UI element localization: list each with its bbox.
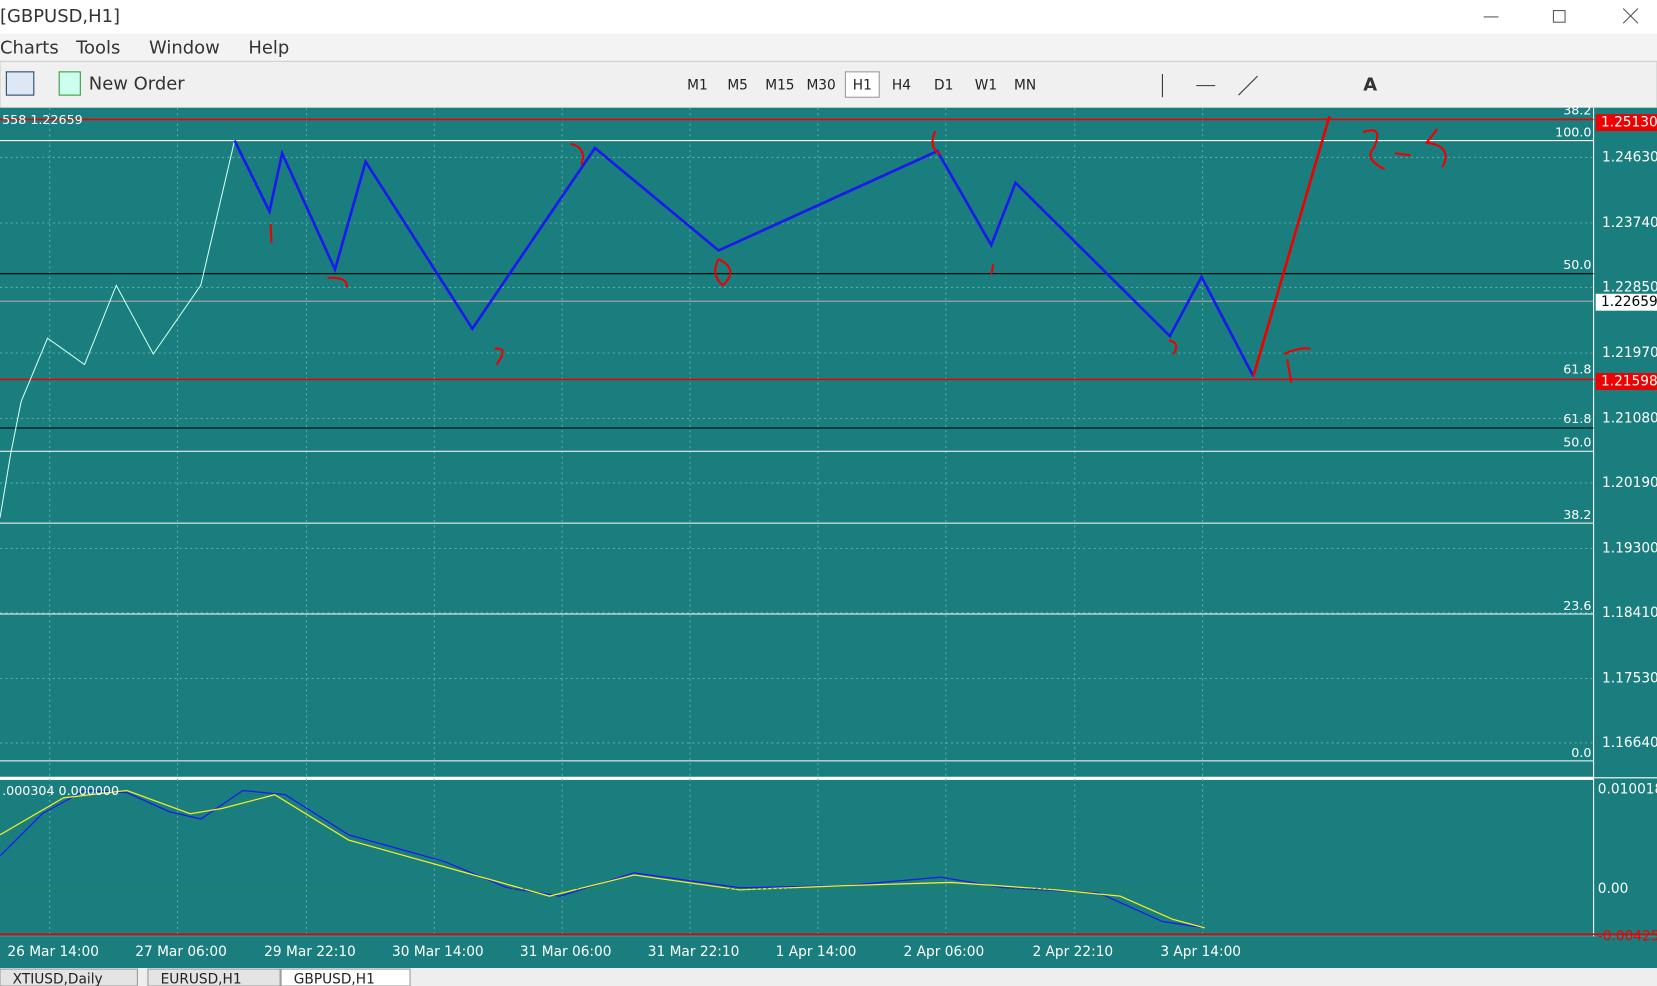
indicator-info: .000304 0.000000 bbox=[2, 783, 119, 798]
timeframe-button[interactable]: M15 bbox=[765, 78, 794, 94]
price-label: 1.20190 bbox=[1602, 475, 1657, 491]
price-marker bbox=[1595, 114, 1657, 132]
fib-level-label: 100.0 bbox=[1555, 125, 1591, 140]
date-label: 30 Mar 14:00 bbox=[392, 944, 484, 960]
indicator-label: 0.00 bbox=[1598, 881, 1629, 897]
timeframe-button[interactable]: W1 bbox=[975, 78, 997, 94]
price-axis bbox=[1593, 107, 1657, 937]
timeframe-button[interactable]: M30 bbox=[806, 78, 835, 94]
chart-tab[interactable] bbox=[0, 968, 138, 986]
price-label: 1.17530 bbox=[1602, 670, 1657, 686]
indicator-chart bbox=[0, 779, 1594, 937]
menu-item[interactable]: Window bbox=[149, 38, 220, 59]
wave-zigzag bbox=[233, 139, 1255, 377]
signal-line bbox=[0, 789, 1205, 929]
date-label: 2 Apr 22:10 bbox=[1032, 944, 1113, 960]
menu-item[interactable]: Help bbox=[248, 38, 289, 59]
fib-level-label: 61.8 bbox=[1563, 361, 1591, 376]
restore-button[interactable] bbox=[1552, 10, 1566, 23]
chart-info: 558 1.22659 bbox=[2, 112, 83, 127]
price-label: 1.21970 bbox=[1602, 345, 1657, 361]
indicator-label: 0.010018 bbox=[1598, 781, 1657, 797]
date-label: 31 Mar 06:00 bbox=[520, 944, 612, 960]
indicator-label: -0.00425 bbox=[1598, 928, 1657, 944]
date-label: 27 Mar 06:00 bbox=[135, 944, 227, 960]
time-axis bbox=[0, 936, 1657, 969]
price-label: 1.18410 bbox=[1602, 605, 1657, 621]
timeframe-button[interactable]: M1 bbox=[687, 78, 708, 94]
fib-level-label: 23.6 bbox=[1563, 598, 1591, 613]
price-trace bbox=[0, 140, 236, 518]
fib-level-label: 61.8 bbox=[1563, 411, 1591, 426]
toolbar-icon[interactable] bbox=[5, 71, 35, 96]
price-marker-label: 1.25130 bbox=[1601, 115, 1657, 131]
timeframe-button[interactable]: MN bbox=[1014, 78, 1036, 94]
new-order-button[interactable]: New Order bbox=[89, 74, 186, 95]
timeframe-button[interactable]: H4 bbox=[892, 78, 911, 94]
menu-item[interactable]: Charts bbox=[0, 38, 59, 59]
timeframe-button[interactable]: M5 bbox=[727, 78, 748, 94]
tab-bar bbox=[0, 968, 1657, 986]
fib-level-label: 0.0 bbox=[1571, 745, 1591, 760]
fib-level-label: 50.0 bbox=[1563, 434, 1591, 449]
title-bar bbox=[0, 0, 1657, 34]
price-label: 1.16640 bbox=[1602, 735, 1657, 751]
timeframe-button[interactable]: H1 bbox=[853, 78, 872, 94]
price-chart bbox=[0, 107, 1594, 777]
date-label: 29 Mar 22:10 bbox=[264, 944, 356, 960]
active-timeframe bbox=[844, 71, 880, 98]
price-label: 1.22850 bbox=[1602, 279, 1657, 295]
timeframe-button[interactable]: D1 bbox=[934, 78, 953, 94]
chart-tab-label[interactable]: EURUSD,H1 bbox=[161, 972, 242, 986]
price-marker-label: 1.21598 bbox=[1601, 374, 1657, 390]
new-order-icon[interactable] bbox=[58, 71, 81, 96]
chart-tab[interactable] bbox=[147, 968, 281, 986]
price-marker bbox=[1595, 293, 1657, 311]
price-label: 1.21080 bbox=[1602, 410, 1657, 426]
toolbar bbox=[0, 60, 1657, 109]
fib-level-label: 50.0 bbox=[1563, 257, 1591, 272]
date-label: 1 Apr 14:00 bbox=[776, 944, 857, 960]
wave-annotations bbox=[269, 128, 1447, 383]
projection-line bbox=[1252, 115, 1331, 377]
window-title: [GBPUSD,H1] bbox=[0, 6, 120, 27]
chart-tab-label[interactable]: GBPUSD,H1 bbox=[294, 972, 375, 986]
price-label: 1.23740 bbox=[1602, 215, 1657, 231]
date-label: 31 Mar 22:10 bbox=[648, 944, 740, 960]
price-label: 1.24630 bbox=[1602, 149, 1657, 165]
date-label: 3 Apr 14:00 bbox=[1160, 944, 1241, 960]
price-label: 1.19300 bbox=[1602, 540, 1657, 556]
fib-level-label: 38.2 bbox=[1563, 102, 1591, 117]
price-marker bbox=[1595, 373, 1657, 390]
date-label: 2 Apr 06:00 bbox=[904, 944, 985, 960]
chart-tab[interactable] bbox=[280, 968, 411, 986]
close-button[interactable] bbox=[1622, 8, 1639, 24]
text-tool[interactable]: A bbox=[1363, 75, 1377, 96]
fib-lines bbox=[0, 118, 1657, 936]
menu-item[interactable]: Tools bbox=[75, 38, 120, 59]
price-marker-label: 1.22659 bbox=[1601, 294, 1657, 310]
date-label: 26 Mar 14:00 bbox=[7, 944, 99, 960]
menu-bar bbox=[0, 33, 1657, 62]
chart-tab-label[interactable]: XTIUSD,Daily bbox=[13, 972, 103, 986]
trendline-tool[interactable] bbox=[1238, 75, 1258, 96]
fib-level-label: 38.2 bbox=[1563, 507, 1591, 522]
